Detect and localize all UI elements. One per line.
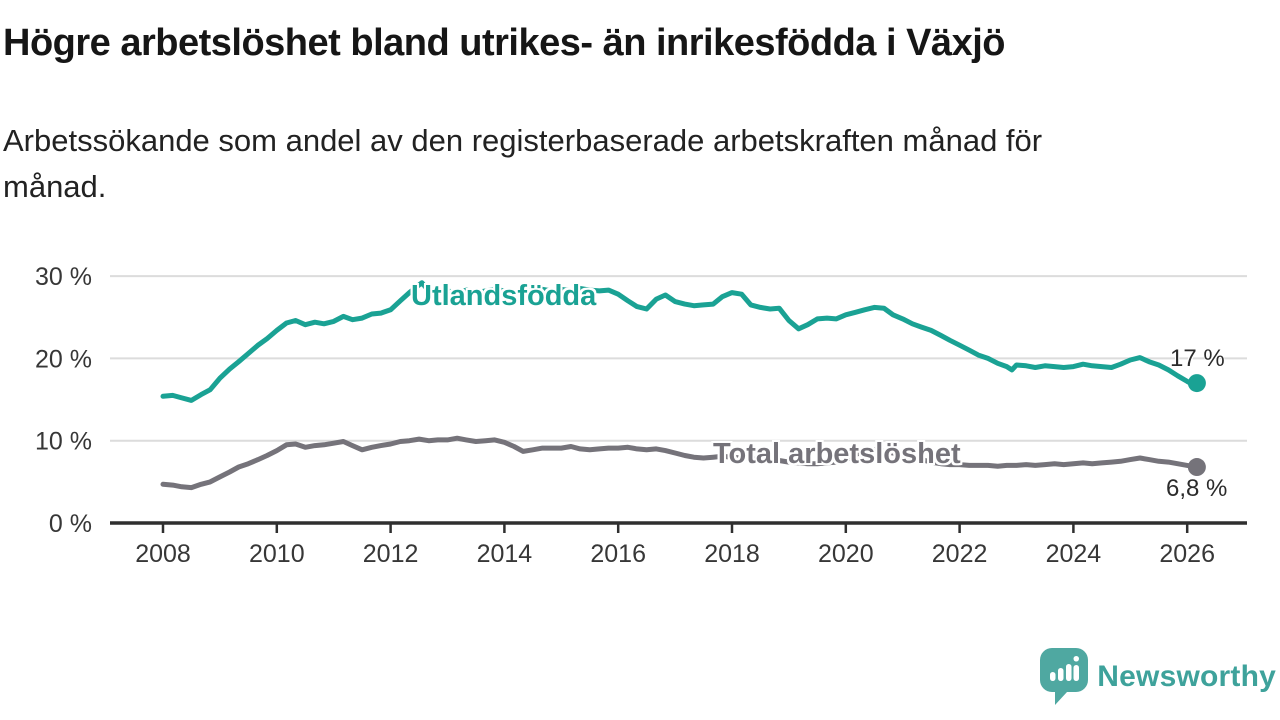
newsworthy-logo-icon xyxy=(1040,648,1089,705)
x-tick-label-2012: 2012 xyxy=(363,540,419,568)
axis-tick-labels: 0 % 10 % 20 % 30 % 2008 2010 2012 2014 2016 2018 2… xyxy=(35,263,1215,568)
series-label-utlandsfodda: Utlandsfödda xyxy=(411,280,597,312)
y-tick-label-20: 20 % xyxy=(35,345,92,373)
series-label-total-arbetsloshet: Total arbetslöshet xyxy=(713,438,961,470)
x-tick-label-2022: 2022 xyxy=(932,540,988,568)
logo-bars xyxy=(1050,656,1080,681)
x-tick-label-2026: 2026 xyxy=(1159,540,1215,568)
end-dot-1 xyxy=(1187,458,1206,477)
x-tick-label-2016: 2016 xyxy=(590,540,646,568)
end-value-label-total: 6,8 % xyxy=(1166,475,1228,502)
subtitle-line-2: månad. xyxy=(3,169,107,204)
data-series xyxy=(160,280,1206,491)
x-tick-label-2024: 2024 xyxy=(1046,540,1102,568)
x-tick-label-2008: 2008 xyxy=(135,540,191,568)
x-tick-label-2018: 2018 xyxy=(704,540,760,568)
line-0 xyxy=(160,280,1200,403)
gridlines xyxy=(110,275,1247,442)
x-axis xyxy=(110,521,1247,533)
end-value-label-utlandsfodda: 17 % xyxy=(1170,345,1225,372)
page-title: Högre arbetslöshet bland utrikes- än inr… xyxy=(3,22,1005,64)
line-1 xyxy=(160,435,1200,491)
x-tick-label-2010: 2010 xyxy=(249,540,305,568)
newsworthy-logo-text: Newsworthy xyxy=(1097,659,1276,693)
x-tick-label-2020: 2020 xyxy=(818,540,874,568)
y-tick-label-30: 30 % xyxy=(35,263,92,291)
x-tick-label-2014: 2014 xyxy=(477,540,533,568)
end-dot-0 xyxy=(1187,374,1206,393)
y-tick-label-10: 10 % xyxy=(35,428,92,456)
y-tick-label-0: 0 % xyxy=(49,510,92,538)
subtitle-line-1: Arbetssökande som andel av den registerb… xyxy=(3,123,1043,158)
newsworthy-logo: Newsworthy xyxy=(1040,648,1276,705)
page-subtitle: Arbetssökande som andel av den registerb… xyxy=(3,118,1203,210)
